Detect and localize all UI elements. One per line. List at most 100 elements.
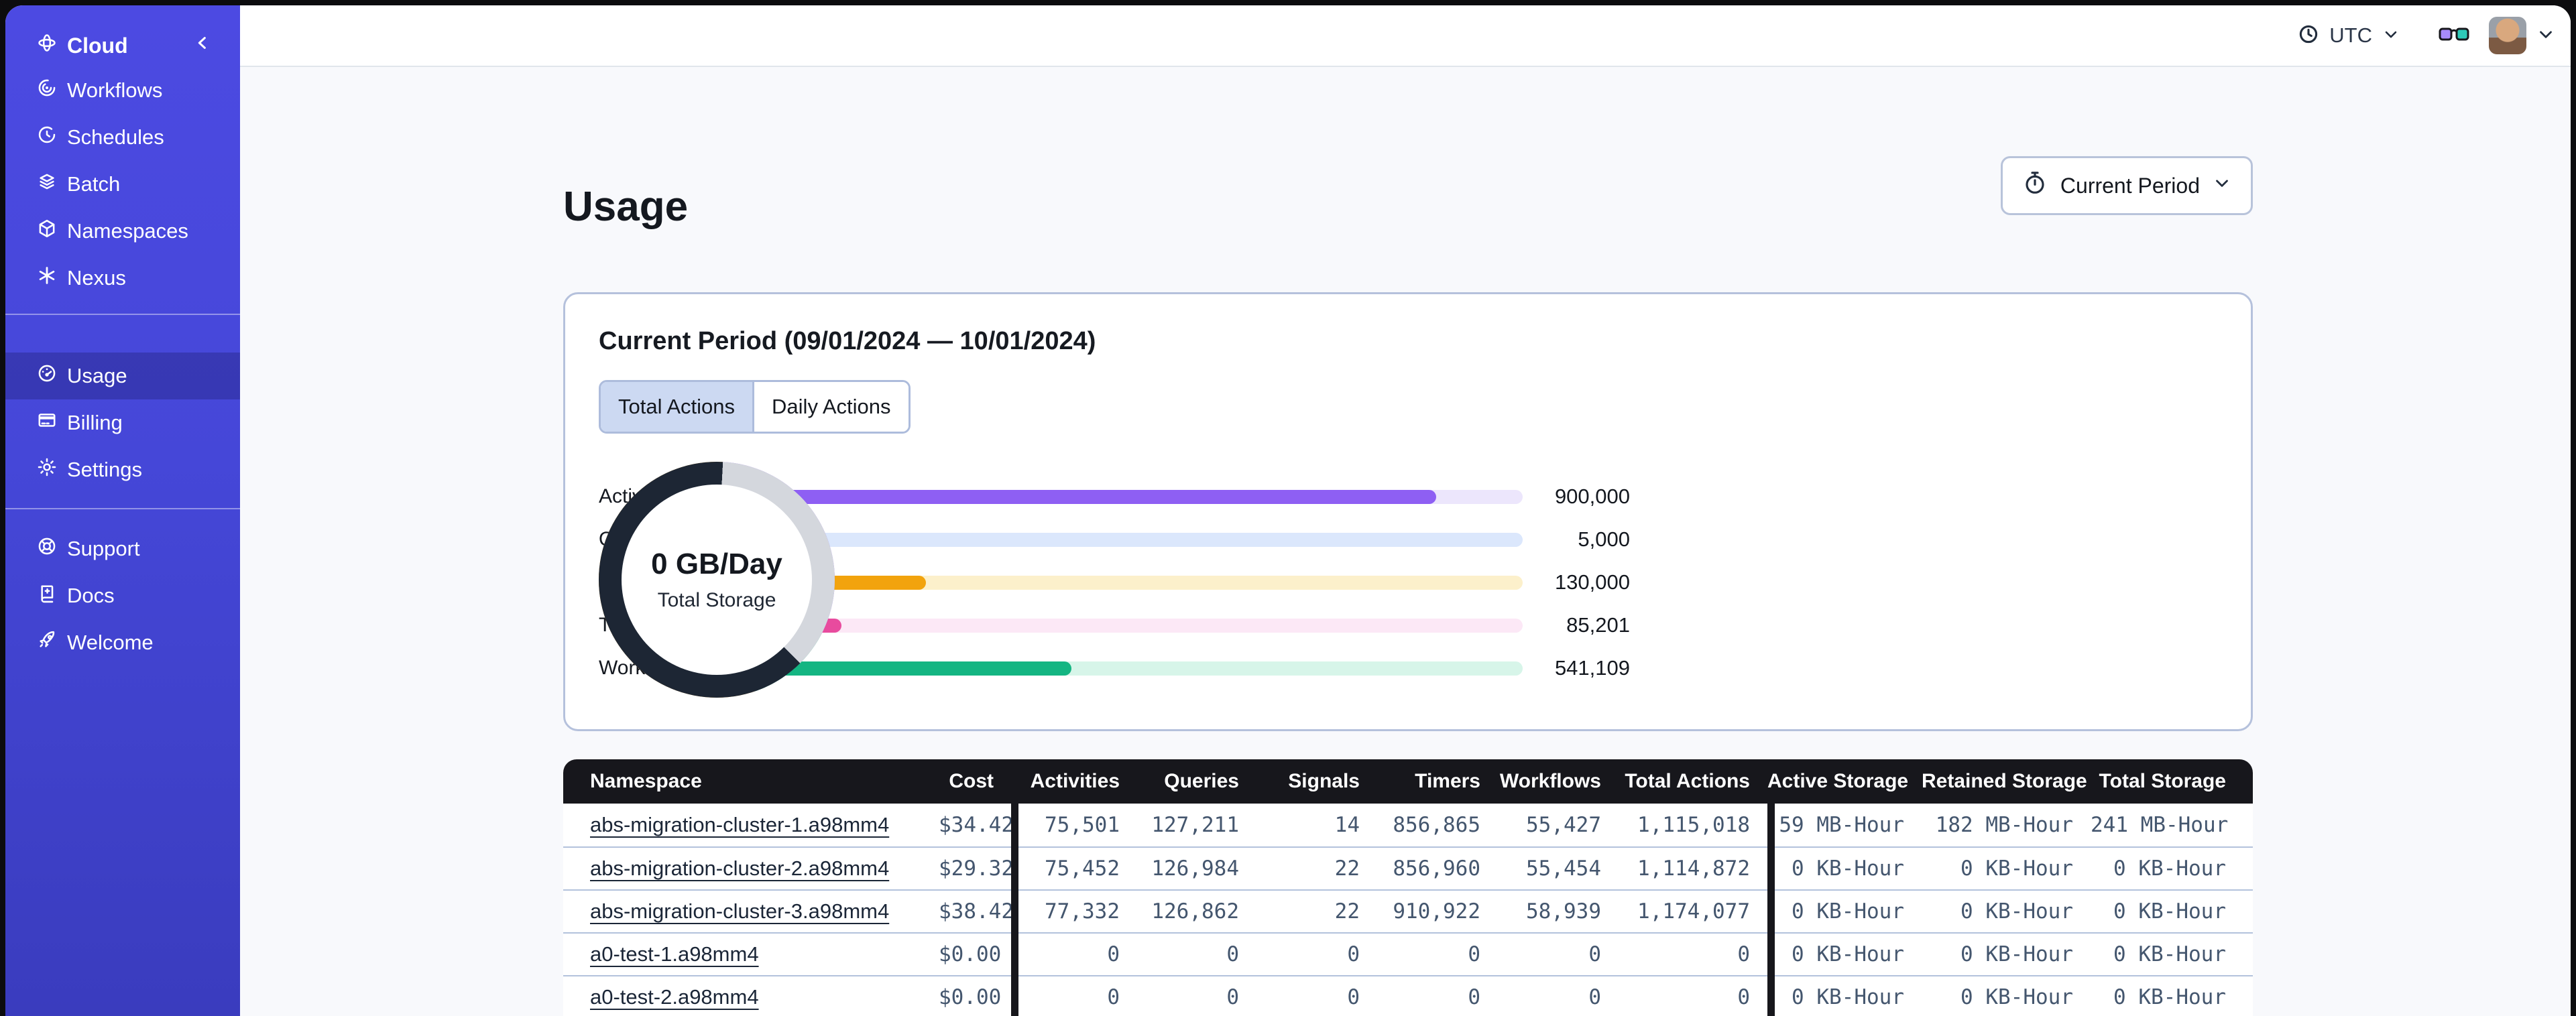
bar-chart-row: Timers 85,201: [599, 604, 2217, 647]
column-header-cost: Cost: [949, 770, 994, 793]
activities-cell: 75,501: [1045, 813, 1120, 838]
tab-total-actions[interactable]: Total Actions: [601, 382, 753, 432]
workflows-cell: 0: [1588, 942, 1601, 967]
donut-center: 0 GB/Day Total Storage: [599, 462, 835, 698]
sidebar-item-docs[interactable]: Docs: [5, 572, 240, 619]
workflows-cell: 0: [1588, 985, 1601, 1010]
sidebar: Cloud Workflows Schedules Batch: [5, 5, 240, 1016]
chevron-down-icon[interactable]: [2536, 24, 2556, 48]
activities-cell: 75,452: [1045, 856, 1120, 881]
tab-daily-actions[interactable]: Daily Actions: [752, 382, 909, 432]
glasses-icon[interactable]: [2438, 25, 2470, 47]
sidebar-item-label: Welcome: [67, 631, 154, 654]
namespace-link[interactable]: a0-test-1.a98mm4: [590, 942, 759, 966]
column-header-active-storage: Active Storage: [1767, 770, 1909, 793]
sidebar-item-label: Namespaces: [67, 219, 188, 243]
queries-cell: 126,862: [1151, 899, 1239, 924]
sidebar-item-welcome[interactable]: Welcome: [5, 619, 240, 666]
column-header-total-actions: Total Actions: [1625, 770, 1750, 793]
total-actions-cell: 1,114,872: [1637, 856, 1750, 881]
activities-cell: 0: [1107, 985, 1120, 1010]
column-header-timers: Timers: [1415, 770, 1480, 793]
namespace-link[interactable]: abs-migration-cluster-2.a98mm4: [590, 856, 890, 881]
stopwatch-icon: [2022, 170, 2048, 202]
sidebar-divider: [5, 314, 240, 315]
sidebar-brand[interactable]: Cloud: [5, 24, 240, 67]
sidebar-item-usage[interactable]: Usage: [5, 353, 240, 399]
total-storage-cell: 0 KB-Hour: [2113, 856, 2226, 881]
retained-storage-cell: 0 KB-Hour: [1960, 899, 2073, 924]
total-actions-cell: 0: [1737, 985, 1750, 1010]
queries-cell: 0: [1226, 985, 1239, 1010]
usage-charts: Activities 900,000 Queries: [599, 462, 2217, 698]
bar-chart-row: Activities 900,000: [599, 475, 2217, 518]
queries-cell: 126,984: [1151, 856, 1239, 881]
timezone-selector[interactable]: UTC: [2297, 23, 2400, 49]
settings-gear-icon: [36, 456, 58, 483]
namespace-cell: abs-migration-cluster-2.a98mm4: [563, 856, 939, 881]
active-storage-cell: 59 MB-Hour: [1779, 813, 1904, 838]
bar-value: 5,000: [1578, 527, 1630, 552]
sidebar-item-schedules[interactable]: Schedules: [5, 114, 240, 161]
signals-cell: 14: [1334, 813, 1360, 838]
sidebar-item-nexus[interactable]: Nexus: [5, 255, 240, 302]
bar-chart-row: Signals 130,000: [599, 561, 2217, 604]
user-avatar[interactable]: [2489, 17, 2526, 54]
topbar: UTC: [240, 5, 2571, 67]
total-storage-cell: 0 KB-Hour: [2113, 942, 2226, 967]
billing-card-icon: [36, 409, 58, 436]
timers-cell: 856,960: [1393, 856, 1480, 881]
bar-track: [717, 618, 1523, 633]
namespace-cell: abs-migration-cluster-1.a98mm4: [563, 813, 939, 837]
namespace-usage-table: Namespace Cost Activities Queries Signal…: [563, 759, 2253, 1016]
chevron-left-icon[interactable]: [192, 32, 213, 59]
timezone-label: UTC: [2329, 23, 2372, 47]
nexus-asterisk-icon: [36, 265, 58, 292]
cost-cell: $0.00: [939, 942, 1002, 967]
retained-storage-cell: 0 KB-Hour: [1960, 856, 2073, 881]
period-selector-button[interactable]: Current Period: [2000, 156, 2253, 215]
cost-cell: $38.42: [939, 899, 1014, 924]
sidebar-item-billing[interactable]: Billing: [5, 399, 240, 446]
namespace-cell: a0-test-1.a98mm4: [563, 942, 939, 966]
activities-cell: 77,332: [1045, 899, 1120, 924]
namespace-cell: a0-test-2.a98mm4: [563, 985, 939, 1009]
sidebar-item-label: Billing: [67, 411, 123, 434]
temporal-logo-icon: [36, 32, 58, 59]
timers-cell: 0: [1468, 942, 1480, 967]
bar-track: [717, 489, 1523, 504]
sidebar-item-support[interactable]: Support: [5, 525, 240, 572]
welcome-rocket-icon: [36, 629, 58, 656]
table-row: a0-test-2.a98mm4 $0.00 0 0 0 0 0 0 0 KB-…: [563, 975, 2253, 1016]
donut-hole: [622, 485, 812, 676]
column-header-workflows: Workflows: [1499, 770, 1601, 793]
sidebar-item-workflows[interactable]: Workflows: [5, 67, 240, 114]
usage-gauge-icon: [36, 363, 58, 389]
bar-track: [717, 532, 1523, 547]
column-header-namespace: Namespace: [590, 770, 702, 793]
sidebar-item-label: Settings: [67, 458, 143, 481]
sidebar-item-batch[interactable]: Batch: [5, 161, 240, 208]
total-actions-cell: 0: [1737, 942, 1750, 967]
column-header-activities: Activities: [1030, 770, 1120, 793]
total-storage-cell: 0 KB-Hour: [2113, 985, 2226, 1010]
sidebar-item-namespaces[interactable]: Namespaces: [5, 208, 240, 255]
table-header-row: Namespace Cost Activities Queries Signal…: [563, 759, 2253, 804]
support-lifering-icon: [36, 535, 58, 562]
namespace-link[interactable]: abs-migration-cluster-1.a98mm4: [590, 813, 890, 837]
bar-track: [717, 575, 1523, 590]
sidebar-item-settings[interactable]: Settings: [5, 446, 240, 493]
signals-cell: 0: [1347, 942, 1360, 967]
retained-storage-cell: 0 KB-Hour: [1960, 985, 2073, 1010]
timers-cell: 856,865: [1393, 813, 1480, 838]
bar-value: 85,201: [1566, 613, 1630, 637]
namespace-link[interactable]: abs-migration-cluster-3.a98mm4: [590, 899, 890, 924]
cost-cell: $29.32: [939, 856, 1014, 881]
usage-card: Current Period (09/01/2024 — 10/01/2024)…: [563, 292, 2253, 732]
donut-value: 0 GB/Day: [651, 548, 782, 581]
table-row: abs-migration-cluster-2.a98mm4 $29.32 75…: [563, 846, 2253, 889]
namespace-link[interactable]: a0-test-2.a98mm4: [590, 985, 759, 1009]
donut-chart: 0 GB/Day Total Storage: [599, 462, 835, 698]
table-body: abs-migration-cluster-1.a98mm4 $34.42 75…: [563, 804, 2253, 1016]
bar-value: 900,000: [1554, 485, 1630, 509]
